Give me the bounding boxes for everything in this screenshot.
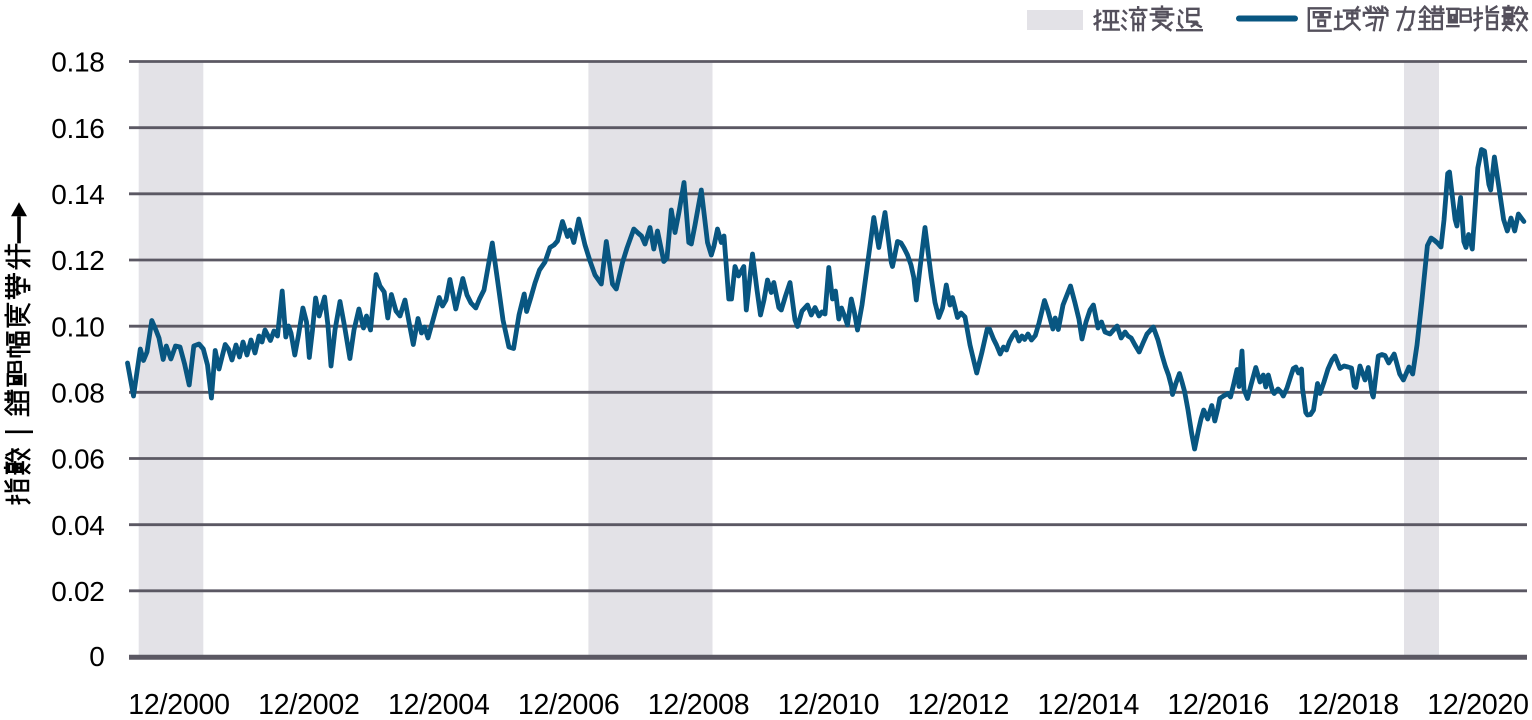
svg-text:12/2002: 12/2002 [258, 689, 360, 720]
svg-text:12/2004: 12/2004 [388, 689, 490, 720]
svg-text:0.04: 0.04 [51, 510, 104, 541]
svg-text:12/2008: 12/2008 [648, 689, 750, 720]
svg-text:12/2014: 12/2014 [1037, 689, 1139, 720]
svg-text:0.12: 0.12 [51, 245, 104, 276]
svg-text:0.08: 0.08 [51, 378, 104, 409]
svg-text:0.16: 0.16 [51, 113, 104, 144]
svg-text:12/2012: 12/2012 [908, 689, 1010, 720]
svg-text:12/2000: 12/2000 [128, 689, 230, 720]
svg-text:0.02: 0.02 [51, 576, 104, 607]
svg-text:0.18: 0.18 [51, 47, 104, 78]
svg-text:12/2016: 12/2016 [1167, 689, 1269, 720]
svg-text:0.14: 0.14 [51, 179, 104, 210]
svg-text:12/2020: 12/2020 [1427, 689, 1529, 720]
svg-text:12/2006: 12/2006 [518, 689, 620, 720]
svg-text:0.06: 0.06 [51, 444, 104, 475]
svg-text:0.10: 0.10 [51, 311, 104, 342]
svg-text:12/2018: 12/2018 [1297, 689, 1399, 720]
svg-text:0: 0 [89, 641, 104, 672]
svg-text:12/2010: 12/2010 [778, 689, 880, 720]
